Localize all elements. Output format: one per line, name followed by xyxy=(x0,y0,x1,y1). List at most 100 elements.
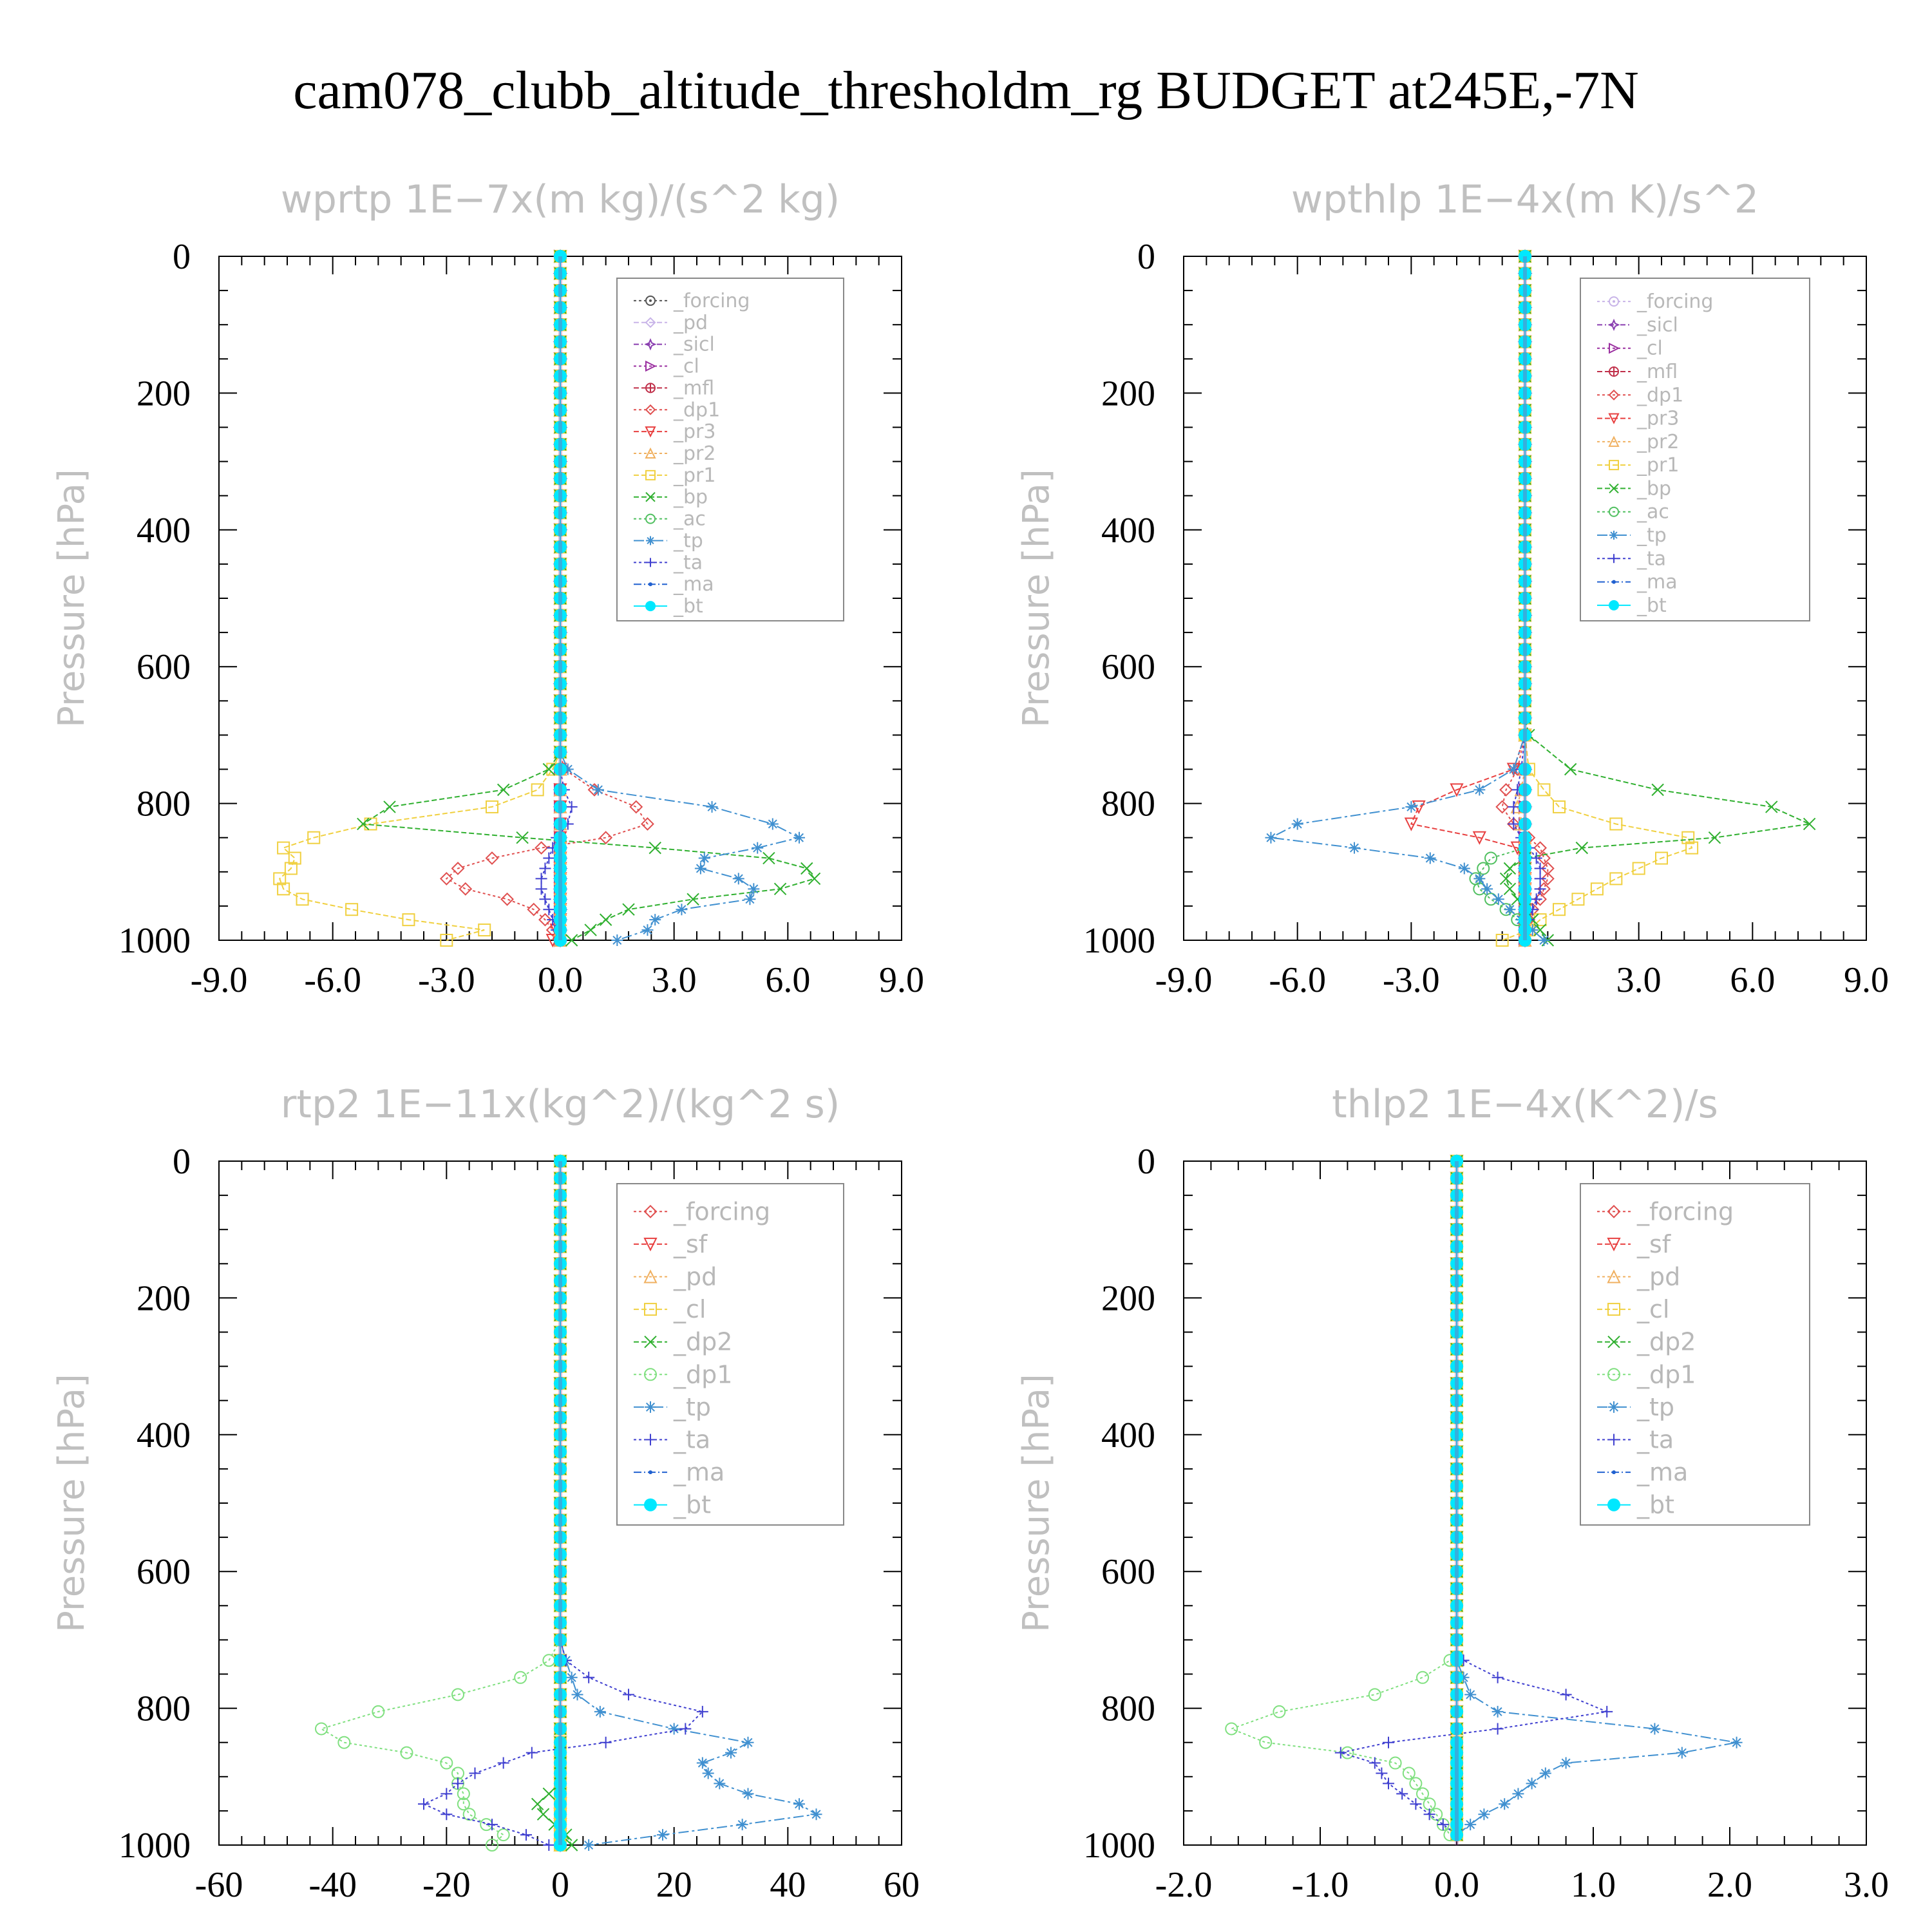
legend-label: _sicl xyxy=(673,334,715,356)
y-tick-label: 200 xyxy=(1101,1278,1155,1318)
legend-label: _forcing xyxy=(673,1197,770,1226)
legend-entry: _dp2 xyxy=(1597,1328,1696,1356)
series-bt xyxy=(554,1155,567,1852)
x-tick-label: 6.0 xyxy=(1730,960,1775,1000)
legend-label: _pd xyxy=(673,312,708,334)
legend-label: _pd xyxy=(1636,1263,1680,1291)
legend-label: _dp1 xyxy=(673,399,720,421)
y-tick-label: 1000 xyxy=(1083,1826,1155,1866)
legend-label: _bp xyxy=(1636,477,1671,500)
legend-entry: _ma xyxy=(1597,1458,1688,1486)
legend-entry: _dp1 xyxy=(634,399,720,421)
x-tick-label: -20 xyxy=(422,1865,471,1905)
legend-entry: _forcing xyxy=(1597,1197,1734,1226)
legend-entry: _ma xyxy=(1597,571,1678,594)
legend-entry: _dp2 xyxy=(634,1328,732,1356)
legend-label: _forcing xyxy=(673,290,750,312)
series-tp xyxy=(1265,251,1550,946)
x-tick-label: -3.0 xyxy=(418,960,475,1000)
legend-entry: _bt xyxy=(634,1491,711,1519)
legend-entry: _ta xyxy=(634,551,703,574)
legend-entry: _bp xyxy=(634,486,708,509)
legend-entry: _bp xyxy=(1597,477,1671,500)
series-bt xyxy=(1450,1155,1463,1842)
legend: _forcing_sicl_cl_mfl_dp1_pr3_pr2_pr1_bp_… xyxy=(1580,278,1810,621)
legend-label: _mfl xyxy=(673,377,714,399)
y-tick-label: 200 xyxy=(1101,374,1155,413)
legend-entry: _pr2 xyxy=(634,442,715,465)
legend-label: _pr1 xyxy=(1636,454,1679,477)
legend-entry: _forcing xyxy=(634,290,750,312)
x-tick-label: 3.0 xyxy=(1616,960,1662,1000)
panel-3: rtp2 1E−11x(kg^2)/(kg^2 s) Pressure [hPa]… xyxy=(51,1082,920,1905)
y-tick-label: 0 xyxy=(173,1142,191,1182)
legend-entry: _tp xyxy=(1597,524,1667,547)
series-markers xyxy=(1334,1155,1613,1841)
legend-entry: _forcing xyxy=(1597,290,1713,313)
legend-entry: _pr3 xyxy=(634,421,715,443)
legend-entry: _dp1 xyxy=(634,1360,732,1388)
x-tick-label: -6.0 xyxy=(1269,960,1326,1000)
legend-label: _bp xyxy=(673,486,708,509)
x-tick-label: 0.0 xyxy=(1434,1865,1479,1905)
legend: _forcing_pd_sicl_cl_mfl_dp1_pr3_pr2_pr1_… xyxy=(616,278,844,621)
legend-label: _forcing xyxy=(1636,290,1713,313)
x-tick-label: 6.0 xyxy=(765,960,810,1000)
legend-entry: _bt xyxy=(1597,594,1667,617)
panel-title: wprtp 1E−7x(m kg)/(s^2 kg) xyxy=(281,177,840,222)
x-tick-label: 40 xyxy=(770,1865,806,1905)
series-line xyxy=(1410,256,1526,940)
legend-label: _ta xyxy=(673,551,703,574)
x-tick-label: 20 xyxy=(656,1865,692,1905)
series-bt xyxy=(1519,250,1531,947)
y-tick-label: 200 xyxy=(137,374,191,413)
y-tick-label: 800 xyxy=(1101,784,1155,824)
series-markers xyxy=(554,250,567,947)
legend-entry: _ac xyxy=(634,508,706,531)
legend-entry: _bt xyxy=(1597,1491,1674,1519)
y-axis-label: Pressure [hPa] xyxy=(1016,1374,1057,1633)
legend-entry: _pd xyxy=(1597,1263,1680,1291)
legend: _forcing _sf _pd _cl _dp2 _dp1 _tp _ta _ma _bt xyxy=(1580,1183,1810,1526)
legend-label: _tp xyxy=(1636,524,1667,547)
legend-label: _pr2 xyxy=(673,442,715,465)
x-tick-label: 9.0 xyxy=(879,960,924,1000)
legend-entry: _sicl xyxy=(1597,314,1678,336)
legend-label: _ma xyxy=(673,1458,724,1486)
series-line xyxy=(319,1161,561,1846)
y-tick-label: 1000 xyxy=(1083,921,1155,961)
series-markers xyxy=(1519,250,1531,947)
y-axis-label: Pressure [hPa] xyxy=(51,469,93,728)
y-tick-label: 400 xyxy=(137,1416,191,1455)
legend-label: _ma xyxy=(1636,571,1678,594)
main-title: cam078_clubb_altitude_thresholdm_rg BUDG… xyxy=(293,61,1639,120)
legend-entry: _dp1 xyxy=(1597,1360,1696,1388)
legend-entry: _cl xyxy=(634,1295,706,1323)
series-line xyxy=(1269,256,1545,941)
x-tick-label: 0.0 xyxy=(1502,960,1548,1000)
series-pr1 xyxy=(273,250,567,947)
x-tick-label: -40 xyxy=(308,1865,357,1905)
x-tick-label: 3.0 xyxy=(1844,1865,1889,1905)
series-markers xyxy=(554,1155,567,1852)
y-axis-label: Pressure [hPa] xyxy=(51,1374,93,1633)
legend-label: _cl xyxy=(1636,1295,1669,1323)
y-tick-label: 1000 xyxy=(118,921,191,961)
legend-entry: _ta xyxy=(634,1426,710,1454)
x-tick-label: 2.0 xyxy=(1707,1865,1752,1905)
legend-entry: _ac xyxy=(1597,501,1669,524)
series-markers xyxy=(1450,1155,1463,1842)
x-tick-label: 60 xyxy=(884,1865,920,1905)
legend-label: _cl xyxy=(673,1295,706,1323)
panel-title: wpthlp 1E−4x(m K)/s^2 xyxy=(1291,177,1759,222)
legend-entry: _sf xyxy=(1597,1230,1672,1258)
legend-label: _pr2 xyxy=(1636,431,1679,453)
y-tick-label: 400 xyxy=(137,511,191,551)
legend-label: _tp xyxy=(673,529,703,552)
legend-label: _pr3 xyxy=(1636,408,1679,430)
series-markers xyxy=(1404,250,1532,948)
x-tick-label: -60 xyxy=(195,1865,243,1905)
y-tick-label: 600 xyxy=(1101,1552,1155,1592)
y-tick-label: 200 xyxy=(137,1278,191,1318)
